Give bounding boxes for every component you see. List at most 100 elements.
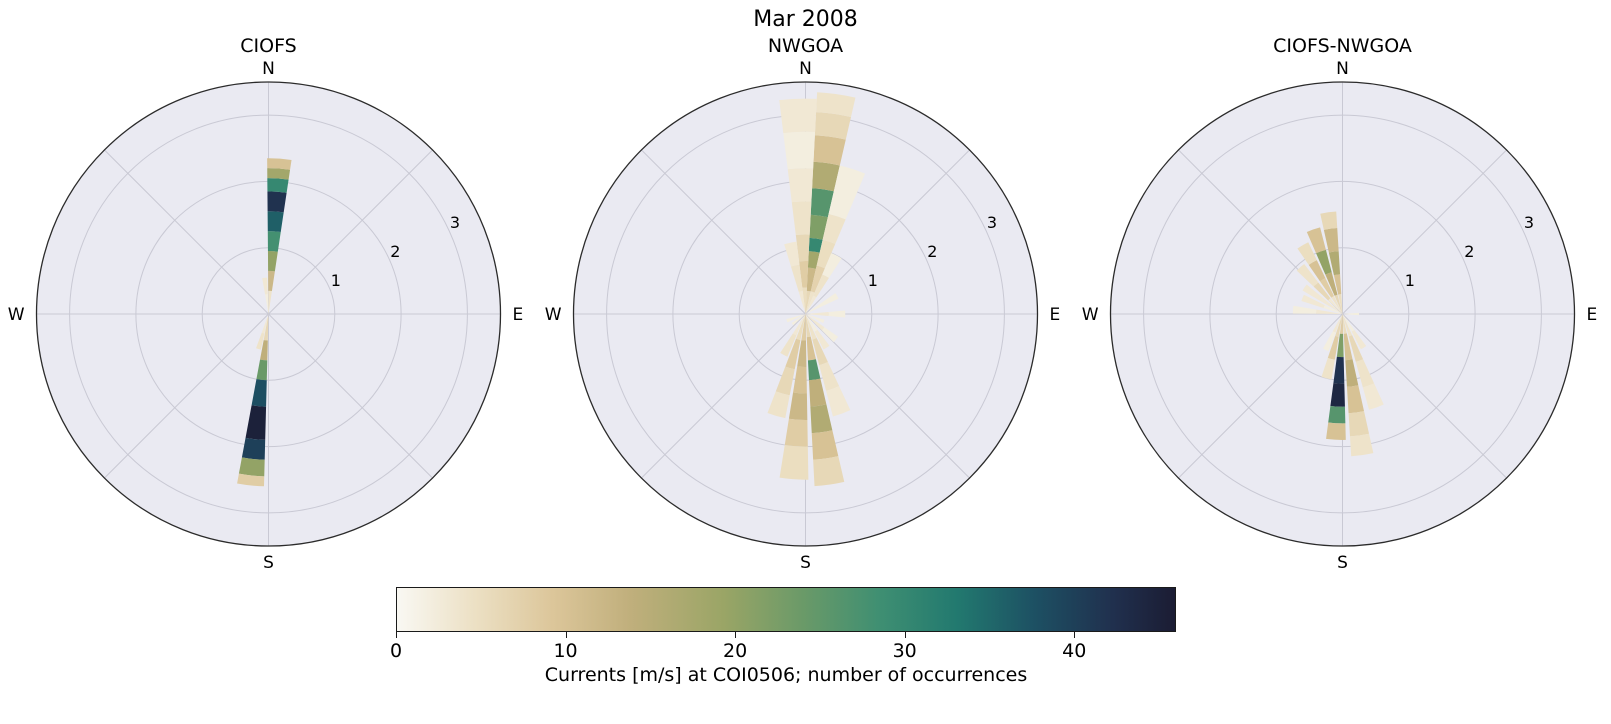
angular-gridline (805, 149, 970, 315)
rose-sector (1342, 314, 1353, 337)
polar-chart-ciofs: N S W E 1 2 3 (8, 60, 524, 573)
rose-sector (822, 252, 842, 278)
compass-label-s: S (1337, 553, 1348, 573)
rose-sector (779, 98, 817, 134)
rose-sector (1342, 312, 1360, 316)
radial-tick-label: 1 (1405, 271, 1415, 290)
rose-sector (237, 473, 265, 487)
radial-tick-label: 1 (331, 271, 341, 290)
rose-sector (807, 251, 820, 269)
rose-sector (1320, 211, 1338, 230)
rose-sector (1315, 309, 1343, 314)
rose-sector (260, 340, 268, 361)
rose-sector (806, 267, 816, 292)
rose-sector (805, 314, 818, 332)
rose-sector (798, 290, 806, 314)
colorbar-tick-label: 30 (892, 640, 917, 662)
rose-sector (1348, 335, 1364, 362)
polar-outline (572, 81, 1039, 547)
rose-sector (1331, 296, 1343, 314)
polar-chart-nwgoa: N S W E 1 2 3 (545, 60, 1061, 573)
rose-sector (245, 405, 267, 440)
rose-sector (1323, 305, 1343, 314)
angular-gridline (104, 149, 269, 315)
rose-sector (822, 213, 846, 244)
rose-sector (267, 178, 289, 193)
rose-sector (1362, 383, 1384, 410)
rose-sector (256, 359, 268, 381)
rose-sector (791, 314, 806, 326)
rose-sector (1336, 333, 1344, 358)
compass-label-n: N (799, 60, 812, 79)
rose-sector (790, 264, 803, 292)
rose-sector (267, 211, 284, 233)
rose-sector (821, 327, 839, 343)
rose-sector (786, 314, 806, 323)
rose-sector (784, 241, 800, 267)
plots-row: CIOFS N S W E 1 2 3 NWGOA N S W E 1 2 3 CIOFS-NWGOA … (0, 34, 1611, 575)
rose-sector (805, 314, 825, 324)
rose-sector (241, 437, 266, 460)
rose-sector (1302, 284, 1325, 303)
rose-sector (1292, 305, 1317, 314)
plot-title-ciofs-nwgoa: CIOFS-NWGOA (1273, 35, 1412, 57)
rose-sector (1328, 298, 1343, 314)
rose-sector (1322, 299, 1343, 314)
rose-sector (808, 237, 823, 253)
compass-label-e: E (1587, 305, 1598, 325)
rose-sector (810, 404, 833, 434)
rose-sector (813, 135, 846, 166)
rose-sector (1330, 383, 1345, 407)
rose-sector (816, 92, 856, 118)
rose-sector (783, 131, 816, 170)
colorbar-tick-label: 0 (389, 640, 403, 662)
rose-sector (1326, 422, 1346, 440)
rose-sector (1296, 264, 1319, 287)
colorbar-ticks: 0 10 20 30 40 (390, 632, 1176, 664)
rose-sector (801, 314, 806, 341)
rose-sector (805, 314, 811, 338)
compass-label-n: N (1336, 60, 1349, 79)
rose-sector (267, 251, 278, 272)
rose-sector (1306, 227, 1326, 254)
rose-sector (1339, 314, 1344, 334)
rose-sector (793, 366, 807, 394)
colorbar: 0 10 20 30 40 Currents [m/s] at COI0506; num… (0, 587, 1611, 686)
colorbar-gradient (396, 587, 1176, 632)
rose-sector (779, 444, 809, 480)
rose-sector (787, 168, 814, 203)
colorbar-tick (565, 632, 567, 638)
rose-sector (799, 260, 809, 288)
polar-plot-nwgoa: NWGOA N S W E 1 2 3 (537, 34, 1074, 575)
colorbar-tick (396, 632, 397, 638)
rose-sector (806, 336, 816, 361)
rose-sector (265, 294, 269, 314)
rose-sector (1325, 272, 1338, 296)
polar-plot-ciofs-nwgoa: CIOFS-NWGOA N S W E 1 2 3 (1074, 34, 1611, 575)
rose-sector (1355, 359, 1375, 388)
rose-sector (267, 231, 281, 252)
polar-plot-ciofs: CIOFS N S W E 1 2 3 (0, 34, 537, 575)
rose-sector (1346, 385, 1365, 414)
radial-tick-label: 3 (1524, 213, 1534, 232)
angular-gridline (268, 149, 433, 315)
rose-sector (1328, 251, 1341, 276)
rose-sector (267, 168, 291, 180)
colorbar-tick-label: 20 (723, 640, 748, 662)
rose-sector (780, 333, 797, 357)
compass-label-w: W (545, 305, 562, 325)
colorbar-label: Currents [m/s] at COI0506; number of occ… (544, 664, 1028, 686)
rose-sector (1342, 314, 1355, 332)
rose-sector (808, 378, 827, 407)
angular-gridline (641, 149, 806, 315)
compass-label-e: E (1050, 305, 1061, 325)
rose-sector (788, 392, 808, 421)
rose-sector (1319, 278, 1334, 298)
rose-sector (805, 314, 825, 331)
angular-gridline (1342, 149, 1507, 315)
compass-label-w: W (1082, 305, 1099, 325)
rose-sector (1335, 314, 1343, 337)
rose-sector (805, 311, 829, 317)
rose-sector (1349, 433, 1374, 457)
compass-label-w: W (8, 305, 25, 325)
